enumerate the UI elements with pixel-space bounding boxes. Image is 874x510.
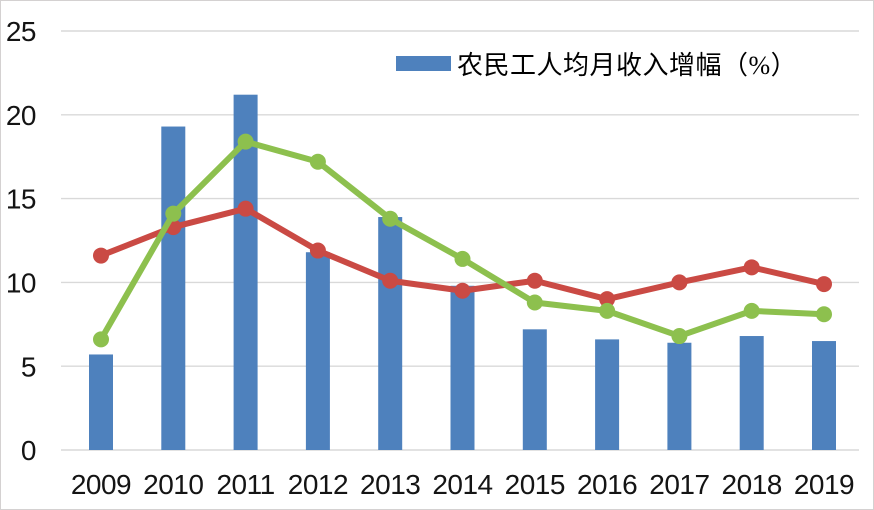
red-line-series-marker-2015 — [526, 272, 543, 289]
bar-2018 — [739, 336, 764, 450]
bar-2013 — [378, 217, 403, 450]
bar-2016 — [595, 339, 620, 450]
legend-label: 农民工人均月收入增幅（%） — [457, 50, 798, 80]
bar-2017 — [667, 342, 692, 450]
green-line-series-marker-2015 — [526, 294, 543, 311]
red-line-series-marker-2017 — [671, 274, 688, 291]
x-axis-category-label: 2011 — [216, 469, 274, 500]
x-axis-category-label: 2018 — [722, 469, 782, 500]
y-axis-tick-label: 15 — [6, 184, 36, 215]
chart-legend: 农民工人均月收入增幅（%） — [396, 47, 798, 80]
x-axis-category-label: 2019 — [794, 469, 854, 500]
y-axis-tick-label: 5 — [21, 351, 36, 382]
green-line-series-marker-2011 — [237, 133, 254, 150]
green-line-series-marker-2017 — [671, 328, 688, 345]
x-axis-category-label: 2016 — [577, 469, 637, 500]
green-line-series-marker-2016 — [599, 302, 616, 319]
legend-swatch-bar-series — [396, 55, 451, 71]
y-axis-tick-label: 20 — [6, 100, 36, 131]
red-line-series-marker-2018 — [743, 259, 760, 276]
green-line-series-marker-2019 — [816, 306, 832, 323]
red-line-series-marker-2012 — [309, 242, 326, 259]
red-line-series-marker-2014 — [454, 282, 471, 299]
bar-2015 — [522, 329, 547, 450]
red-line-series-marker-2013 — [382, 272, 399, 289]
green-line-series-marker-2014 — [454, 250, 471, 267]
green-line-series-marker-2013 — [382, 210, 399, 227]
bar-2012 — [305, 252, 330, 450]
x-axis-category-label: 2010 — [143, 469, 203, 500]
bar-2019 — [812, 341, 836, 450]
red-line-series-marker-2019 — [816, 276, 832, 293]
green-line-series-marker-2018 — [743, 302, 760, 319]
y-axis-tick-label: 25 — [6, 16, 36, 47]
bar-2014 — [450, 285, 475, 450]
red-line-series-marker-2016 — [599, 291, 616, 308]
red-line-series-marker-2011 — [237, 200, 254, 217]
x-axis-category-label: 2015 — [505, 469, 565, 500]
green-line-series-marker-2012 — [309, 153, 326, 170]
bar-2011 — [233, 94, 258, 451]
x-axis-category-label: 2014 — [432, 469, 492, 500]
y-axis-tick-label: 10 — [6, 267, 36, 298]
x-axis-category-label: 2017 — [649, 469, 709, 500]
green-line-series-marker-2010 — [165, 205, 182, 222]
red-line-series-marker-2009 — [93, 247, 109, 264]
bar-2010 — [161, 126, 186, 451]
bar-2009 — [89, 354, 113, 450]
x-axis-category-label: 2012 — [288, 469, 348, 500]
green-line-series-marker-2009 — [93, 331, 109, 348]
y-axis-tick-label: 0 — [21, 435, 36, 466]
x-axis-category-label: 2013 — [360, 469, 420, 500]
x-axis-category-label: 2009 — [71, 469, 131, 500]
